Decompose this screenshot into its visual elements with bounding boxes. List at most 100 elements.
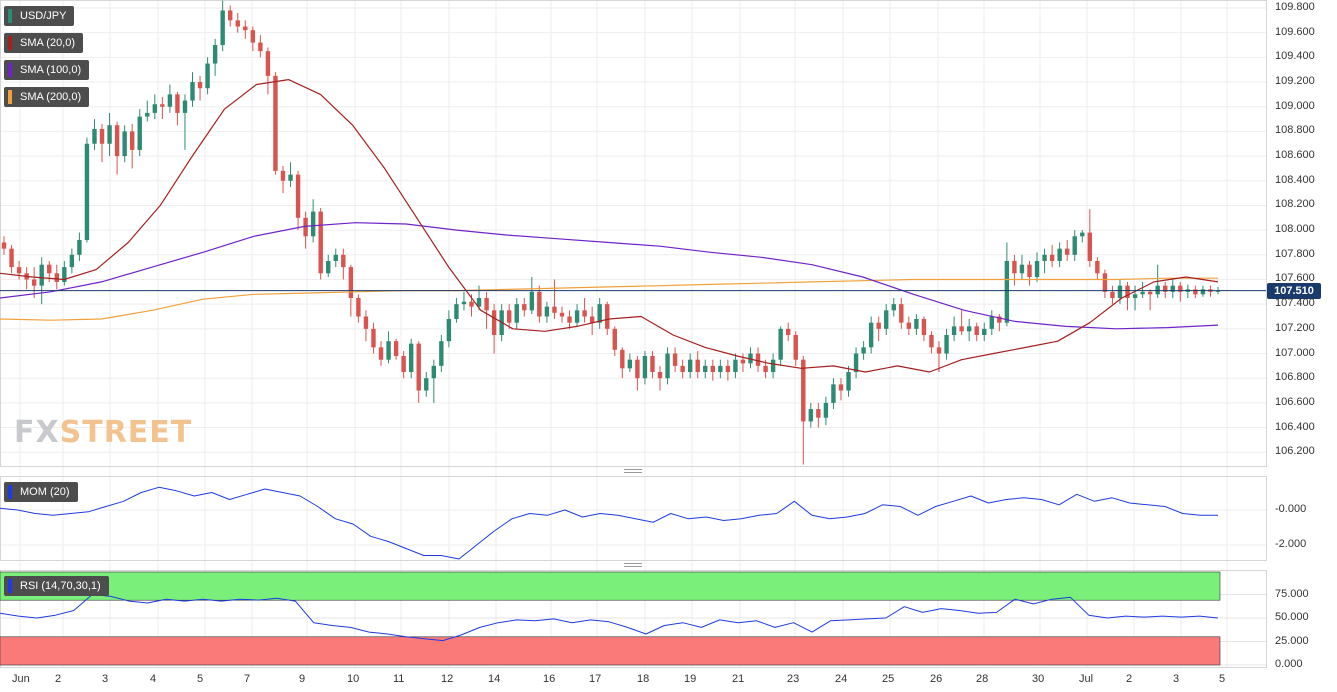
price-tick-label: 107.800 [1275,247,1315,260]
sma20-swatch [8,36,12,50]
x-tick-label: 9 [299,673,306,685]
candle-body [770,359,776,373]
candle-body [921,318,927,336]
sma200-swatch [8,90,12,104]
candle-body [1027,264,1032,278]
x-tick-label: 3 [1173,673,1180,685]
indicator-lines [0,78,1266,373]
candle-body [1200,289,1206,295]
candle-body [1095,260,1100,274]
sma200-line [0,277,1218,321]
candle-body [303,217,308,237]
candle-body [1117,285,1123,298]
price-tick-label: 106.200 [1275,445,1315,458]
candle-body [884,310,889,329]
candle-body [371,328,376,348]
candle-body [718,365,723,373]
price-tick-label: 109.000 [1275,99,1315,112]
x-tick-label: 30 [1032,673,1045,685]
candle-body [680,365,685,373]
legend-instrument[interactable]: USD/JPY [4,6,75,26]
candle-body [808,409,814,422]
candle-body [212,45,218,64]
sma100-line [0,222,1219,330]
candle-body [695,359,700,373]
candle-body [665,353,670,379]
price-tick-label: 107.200 [1275,321,1315,334]
candle-body [785,328,791,336]
legend-rsi[interactable]: RSI (14,70,30,1) [4,576,109,596]
price-tick-label: 107.400 [1275,297,1315,310]
candle-body [1125,285,1130,298]
candle-body [273,75,278,171]
candle-body [401,355,406,373]
candle-body [175,94,180,113]
candle-body [650,355,655,373]
x-tick-label: Jun [12,673,30,685]
legend-mom[interactable]: MOM (20) [4,482,78,502]
candle-body [62,267,67,282]
price-tick-label: 107.000 [1275,346,1315,359]
price-tick-label: 108.200 [1275,198,1315,211]
candle-body [326,260,331,274]
candle-body [1215,290,1221,292]
candle-body [507,310,512,323]
candle-body [129,131,135,150]
x-tick-label: 17 [589,673,602,685]
price-tick-label: 106.400 [1275,420,1315,433]
candle-body [552,306,557,313]
mom-line [0,486,1218,560]
candle-body [951,326,957,336]
rsi-swatch [8,579,12,593]
candle-body [733,359,738,373]
mom-swatch [8,485,12,499]
candle-body [182,100,188,113]
pane-frame-1 [0,476,1267,561]
candle-body [544,306,550,317]
candle-body [725,365,731,373]
candle-body [514,304,519,323]
candle-body [755,353,761,366]
candle-body [936,347,942,354]
candle-body [816,409,821,418]
x-tick-label: 21 [732,673,745,685]
candle-body [703,365,708,373]
rsi-tick-label: 75.000 [1275,587,1309,600]
candle-body [778,328,783,360]
candle-body [9,248,14,268]
legend-sma200[interactable]: SMA (200,0) [4,87,90,107]
candle-body [1132,294,1138,298]
candle-body [687,359,693,373]
candle-body [899,304,904,323]
candle-body [974,326,979,336]
sma100-label: SMA (100,0) [20,64,82,76]
instrument-swatch [8,9,12,23]
candle-body [966,326,972,332]
candle-body [627,359,633,369]
x-tick-label: 18 [637,673,650,685]
candle-body [152,104,158,113]
mom-tick-label: -2.000 [1275,538,1307,550]
candle-body [1049,254,1055,261]
sma20-line [0,78,1219,373]
candle-body [416,343,421,391]
legend-sma20[interactable]: SMA (20,0) [4,33,84,53]
price-tick-label: 109.600 [1275,25,1315,38]
candle-body [876,322,881,329]
candle-body [228,10,233,21]
legend-sma100[interactable]: SMA (100,0) [4,60,90,80]
x-tick-label: 19 [684,673,697,685]
candle-body [47,264,52,274]
candle-body [612,328,617,350]
candle-body [597,304,602,323]
fxstreet-watermark: FXSTREET [14,415,193,450]
pane-frame-2 [0,570,1267,668]
candle-body [137,116,142,150]
price-tick-label: 109.200 [1275,75,1315,88]
candle-body [1178,285,1183,292]
candle-body [258,42,263,52]
candle-body [243,26,248,31]
candle-body [1072,236,1077,255]
candle-body [484,297,489,311]
